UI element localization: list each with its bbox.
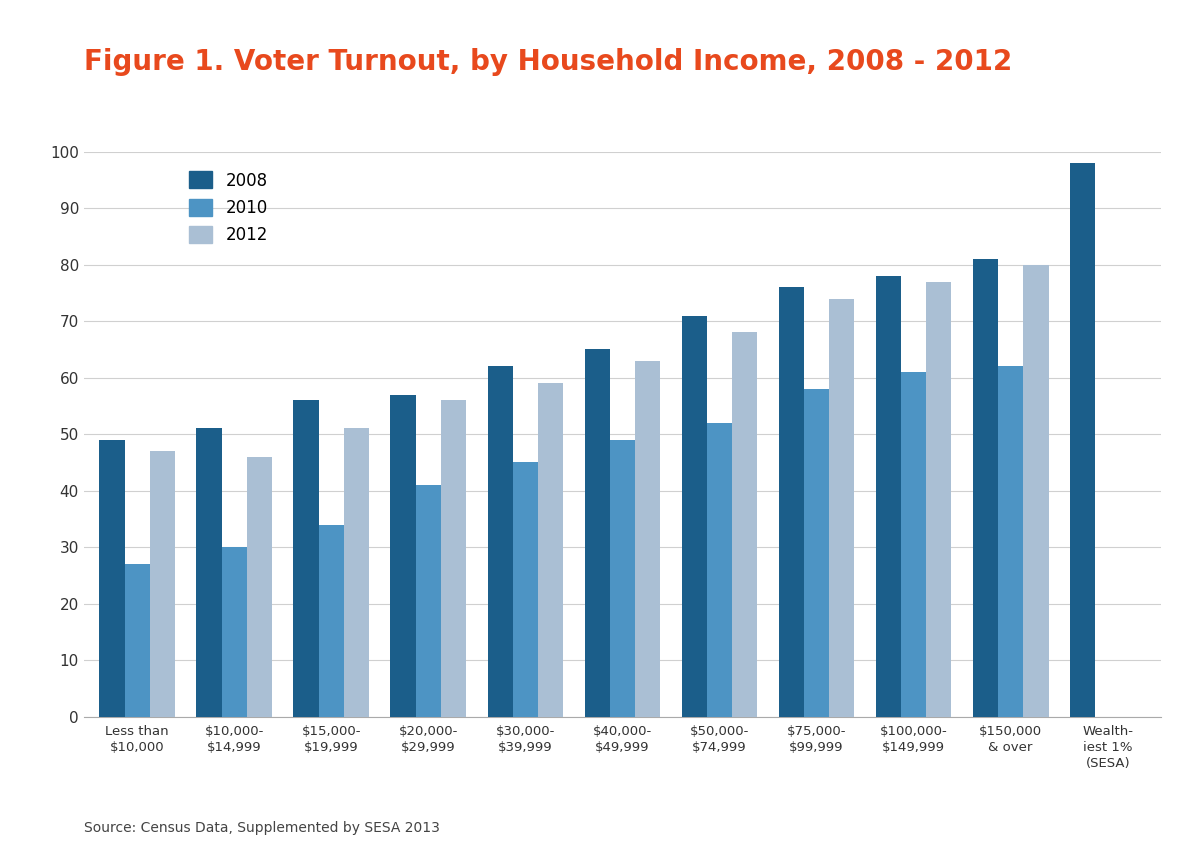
Bar: [609, 440, 636, 717]
Bar: [998, 367, 1023, 717]
Bar: [390, 395, 415, 717]
Bar: [1070, 163, 1095, 717]
Bar: [681, 315, 707, 717]
Bar: [344, 428, 369, 717]
Bar: [901, 372, 926, 717]
Bar: [1023, 265, 1049, 717]
Bar: [512, 462, 537, 717]
Bar: [779, 287, 804, 717]
Bar: [804, 389, 830, 717]
Bar: [247, 457, 272, 717]
Bar: [973, 259, 998, 717]
Bar: [196, 428, 221, 717]
Bar: [150, 451, 175, 717]
Bar: [707, 423, 733, 717]
Bar: [318, 524, 344, 717]
Bar: [636, 361, 661, 717]
Bar: [584, 349, 609, 717]
Bar: [99, 440, 124, 717]
Bar: [830, 298, 855, 717]
Bar: [415, 485, 440, 717]
Bar: [487, 367, 512, 717]
Legend: 2008, 2010, 2012: 2008, 2010, 2012: [189, 171, 268, 244]
Text: Figure 1. Voter Turnout, by Household Income, 2008 - 2012: Figure 1. Voter Turnout, by Household In…: [84, 48, 1011, 76]
Bar: [293, 400, 318, 717]
Bar: [124, 564, 150, 717]
Bar: [440, 400, 466, 717]
Bar: [221, 547, 247, 717]
Bar: [733, 332, 758, 717]
Bar: [926, 282, 952, 717]
Text: Source: Census Data, Supplemented by SESA 2013: Source: Census Data, Supplemented by SES…: [84, 820, 439, 835]
Bar: [876, 276, 901, 717]
Bar: [537, 384, 564, 717]
